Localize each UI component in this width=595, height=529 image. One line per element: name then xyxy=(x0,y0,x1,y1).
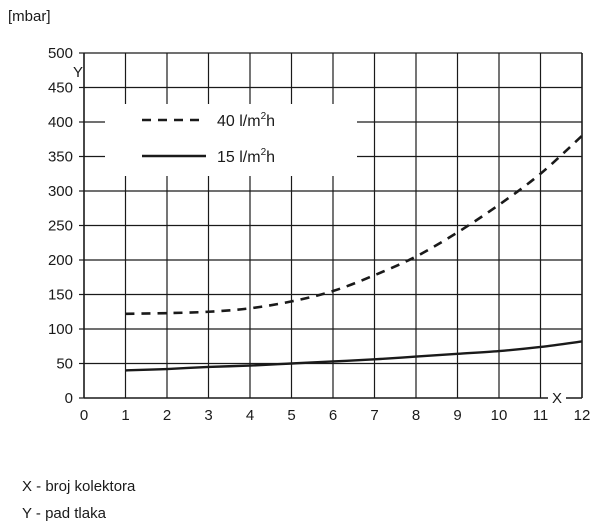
x-tick-label: 2 xyxy=(163,407,171,424)
legend-entry-label: 15 l/m2h xyxy=(217,147,275,166)
x-tick-labels: 0 1 2 3 4 5 6 7 8 9 10 11 12 xyxy=(80,407,591,424)
y-tick-label: 450 xyxy=(48,80,73,97)
x-tick-label: 8 xyxy=(412,407,420,424)
y-unit-label: [mbar] xyxy=(8,8,51,25)
y-tick-label: 350 xyxy=(48,149,73,166)
x-tick-label: 9 xyxy=(453,407,461,424)
y-tick-label: 400 xyxy=(48,114,73,131)
x-tick-label: 4 xyxy=(246,407,254,424)
x-axis-letter-background xyxy=(548,387,566,403)
legend-entry-label: 40 l/m2h xyxy=(217,111,275,130)
chart-series xyxy=(125,134,583,372)
y-tick-label: 50 xyxy=(56,356,73,373)
x-tick-label: 5 xyxy=(287,407,295,424)
legend-background xyxy=(105,104,357,176)
chart-legend: 40 l/m2h 15 l/m2h xyxy=(142,111,275,166)
x-tick-label: 7 xyxy=(370,407,378,424)
x-axis-letter: X xyxy=(552,390,562,407)
y-tick-label: 200 xyxy=(48,252,73,269)
x-tick-label: 3 xyxy=(204,407,212,424)
y-axis-letter: Y xyxy=(73,64,83,81)
x-tick-label: 1 xyxy=(121,407,129,424)
pressure-drop-chart: [mbar] 0 50 100 150 200 250 300 350 400 450 500 0 1… xyxy=(8,8,591,424)
y-tick-label: 300 xyxy=(48,183,73,200)
y-tick-label: 150 xyxy=(48,287,73,304)
x-tick-label: 6 xyxy=(329,407,337,424)
x-tick-label: 11 xyxy=(533,407,549,424)
x-axis-caption: X - broj kolektora xyxy=(22,478,136,495)
y-tick-label: 500 xyxy=(48,45,73,62)
y-tick-labels: 0 50 100 150 200 250 300 350 400 450 500 xyxy=(48,45,73,407)
x-tick-label: 10 xyxy=(491,407,508,424)
series-line-dashed xyxy=(125,134,583,316)
x-tick-label: 12 xyxy=(574,407,591,424)
y-tick-label: 0 xyxy=(65,390,73,407)
y-tick-label: 250 xyxy=(48,218,73,235)
x-tick-label: 0 xyxy=(80,407,88,424)
y-tick-label: 100 xyxy=(48,321,73,338)
y-axis-caption: Y - pad tlaka xyxy=(22,505,106,522)
series-line-solid xyxy=(125,340,583,372)
